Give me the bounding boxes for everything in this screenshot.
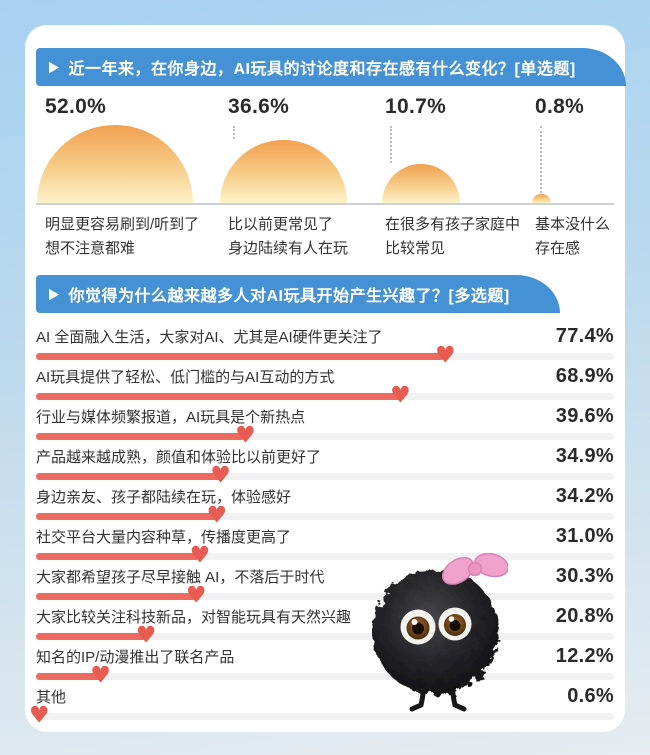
- semicircle-area: [531, 193, 551, 203]
- answer-label: 行业与媒体频繁报道，AI玩具是个新热点: [36, 409, 306, 426]
- answer-row: 产品越来越成熟，颜值和体验比以前更好了 34.9% ♥: [36, 445, 614, 487]
- mascot-body: [373, 569, 499, 695]
- bar-fill: [36, 633, 146, 640]
- answer-label: 产品越来越成熟，颜值和体验比以前更好了: [36, 449, 322, 466]
- bar-fill: [36, 473, 221, 480]
- answer-label: 大家比较关注科技新品，对智能玩具有天然兴趣: [36, 609, 352, 626]
- answer-label: 大家都希望孩子尽早接触 AI，不落后于时代: [36, 569, 325, 586]
- bar-track: ♥: [36, 344, 614, 367]
- dotted-leader-line: [540, 126, 542, 193]
- dotted-leader-line: [390, 126, 392, 163]
- heart-icon: ♥: [206, 502, 228, 529]
- bar-chart: AI 全面融入生活，大家对AI、尤其是AI硬件更关注了 77.4% ♥ AI玩具…: [29, 325, 614, 727]
- play-arrow-icon: ▶: [49, 57, 60, 76]
- chart-baseline: [36, 203, 614, 205]
- heart-icon: ♥: [185, 582, 207, 609]
- answer-percentage: 30.3%: [555, 565, 614, 587]
- heart-icon: ♥: [210, 462, 231, 489]
- bar-fill: [36, 433, 246, 440]
- question1-banner: ▶ 近一年来，在你身边，AI玩具的讨论度和存在感有什么变化？[单选题]: [36, 48, 626, 86]
- bar-track: ♥: [36, 664, 614, 687]
- answer-label: 身边亲友、孩子都陆续在玩，体验感好: [36, 489, 292, 506]
- dotted-leader-line: [233, 126, 235, 139]
- answer-row: 知名的IP/动漫推出了联名产品 12.2% ♥: [36, 645, 614, 687]
- question1-title: 近一年来，在你身边，AI玩具的讨论度和存在感有什么变化？[单选题]: [68, 61, 576, 78]
- bar-fill: [36, 513, 217, 520]
- answer-percentage: 39.6%: [555, 405, 614, 427]
- option-percentage: 36.6%: [228, 95, 290, 118]
- heart-icon: ♥: [189, 542, 211, 569]
- mascot-eyes: [400, 607, 472, 645]
- heart-icon: ♥: [28, 702, 50, 729]
- option-label: 比以前更常见了 身边陆续有人在玩: [228, 216, 349, 257]
- answer-percentage: 0.6%: [567, 685, 614, 707]
- bar-fill: [36, 713, 40, 720]
- bar-track: ♥: [36, 384, 614, 407]
- bar-track: ♥: [36, 504, 614, 527]
- answer-row: 其他 0.6% ♥: [29, 685, 614, 727]
- answer-percentage: 20.8%: [555, 605, 614, 627]
- semicircle-area: [382, 164, 460, 203]
- question2-title: 你觉得为什么越来越多人对AI玩具开始产生兴趣了？[多选题]: [68, 288, 510, 305]
- answer-percentage: 34.9%: [555, 445, 614, 467]
- bar-fill: [36, 393, 401, 400]
- bar-track: ♥: [36, 464, 614, 487]
- answer-percentage: 12.2%: [555, 645, 614, 667]
- play-arrow-icon: ▶: [49, 284, 60, 303]
- answer-label: AI玩具提供了轻松、低门槛的与AI互动的方式: [36, 369, 335, 386]
- answer-percentage: 68.9%: [555, 365, 614, 387]
- answer-row: AI 全面融入生活，大家对AI、尤其是AI硬件更关注了 77.4% ♥: [36, 325, 614, 367]
- heart-icon: ♥: [435, 342, 456, 369]
- pink-bow: [441, 552, 508, 585]
- option-label: 在很多有孩子家庭中 比较常见: [385, 216, 521, 257]
- option-percentage: 10.7%: [385, 95, 447, 118]
- semicircle-area: [37, 125, 193, 203]
- answer-row: 大家都希望孩子尽早接触 AI，不落后于时代 30.3% ♥: [36, 565, 614, 607]
- heart-icon: ♥: [135, 622, 157, 649]
- option-label: 基本没什么 存在感: [535, 216, 611, 257]
- bar-track: ♥: [36, 544, 614, 567]
- answer-label: 其他: [36, 689, 67, 706]
- survey-card: ▶ 近一年来，在你身边，AI玩具的讨论度和存在感有什么变化？[单选题] 52.0…: [25, 25, 626, 732]
- answer-percentage: 31.0%: [555, 525, 614, 547]
- answer-row: 社交平台大量内容种草，传播度更高了 31.0% ♥: [36, 525, 614, 567]
- bar-track: ♥: [36, 624, 614, 647]
- answer-label: 社交平台大量内容种草，传播度更高了: [36, 529, 292, 546]
- furball-mascot: [373, 552, 508, 712]
- answer-row: 行业与媒体频繁报道，AI玩具是个新热点 39.6% ♥: [36, 405, 614, 447]
- answer-label: AI 全面融入生活，大家对AI、尤其是AI硬件更关注了: [36, 329, 383, 346]
- option-percentage: 52.0%: [45, 95, 107, 118]
- bar-track: ♥: [36, 584, 614, 607]
- semicircle-chart: 52.0% 明显更容易刷到/听到了 想不注意都难 36.6% 比以前更常见了 身边陆…: [36, 95, 614, 261]
- answer-row: AI玩具提供了轻松、低门槛的与AI互动的方式 68.9% ♥: [36, 365, 614, 407]
- answer-row: 身边亲友、孩子都陆续在玩，体验感好 34.2% ♥: [36, 485, 614, 527]
- answer-row: 大家比较关注科技新品，对智能玩具有天然兴趣 20.8% ♥: [36, 605, 614, 647]
- bar-fill: [36, 353, 446, 360]
- bar-fill: [36, 553, 200, 560]
- bar-track: ♥: [36, 424, 614, 447]
- bar-track: ♥: [29, 704, 614, 727]
- answer-percentage: 77.4%: [555, 325, 614, 347]
- heart-icon: ♥: [390, 382, 411, 409]
- question2-banner: ▶ 你觉得为什么越来越多人对AI玩具开始产生兴趣了？[多选题]: [36, 275, 560, 313]
- option-percentage: 0.8%: [535, 95, 585, 118]
- semicircle-area: [219, 139, 347, 203]
- bar-fill: [36, 673, 101, 680]
- answer-percentage: 34.2%: [555, 485, 614, 507]
- heart-icon: ♥: [235, 422, 256, 449]
- bar-fill: [36, 593, 197, 600]
- option-label: 明显更容易刷到/听到了 想不注意都难: [45, 216, 200, 257]
- heart-icon: ♥: [90, 662, 111, 689]
- answer-label: 知名的IP/动漫推出了联名产品: [36, 649, 235, 666]
